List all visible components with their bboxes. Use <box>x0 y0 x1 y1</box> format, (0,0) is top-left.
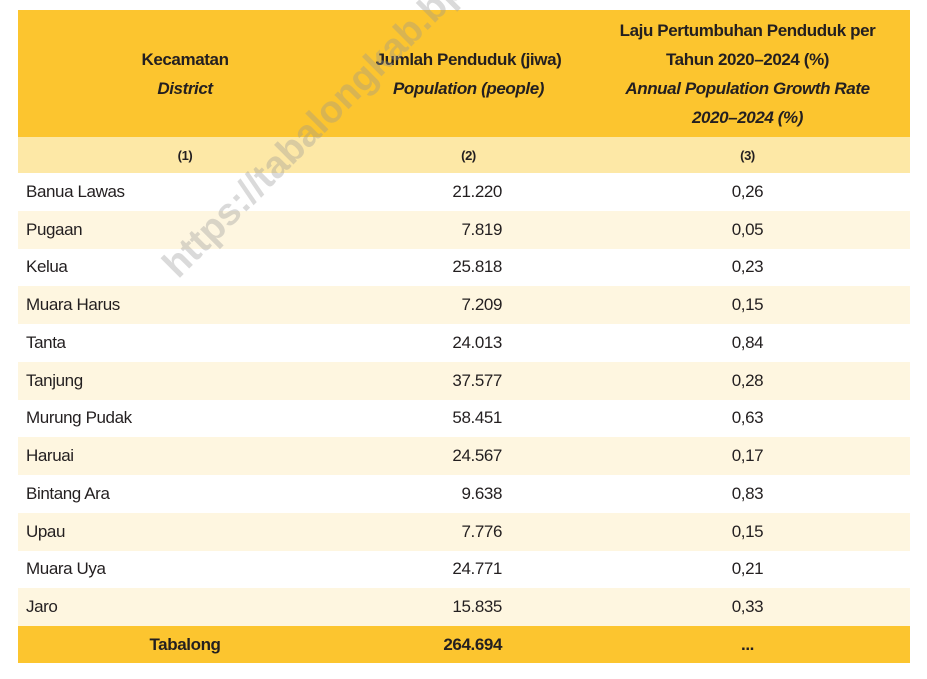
population: 21.220 <box>352 173 585 211</box>
growth-rate: 0,23 <box>585 248 910 287</box>
growth-rate: 0,26 <box>585 173 910 211</box>
header-subtitle: District <box>157 78 213 98</box>
header-title: Kecamatan <box>141 49 229 69</box>
population: 37.577 <box>352 361 585 400</box>
header-subtitle: Population (people) <box>392 78 545 98</box>
growth-rate: 0,83 <box>585 475 910 513</box>
district-name: Pugaan <box>18 210 352 249</box>
district-name: Tanjung <box>18 361 352 400</box>
data-row: Muara Harus 7.209 0,15 <box>18 286 910 324</box>
growth-rate: 0,15 <box>585 512 910 551</box>
population: 7.209 <box>352 286 585 324</box>
column-number: (1) <box>18 137 352 173</box>
data-row: Kelua 25.818 0,23 <box>18 248 910 287</box>
population: 7.819 <box>352 210 585 249</box>
population: 24.771 <box>352 550 585 589</box>
header-title: Laju Pertumbuhan Penduduk per Tahun 2020… <box>619 20 876 69</box>
growth-rate: 0,21 <box>585 550 910 589</box>
district-name: Banua Lawas <box>18 173 352 211</box>
header-cell: Laju Pertumbuhan Penduduk per Tahun 2020… <box>585 10 910 137</box>
column-number: (3) <box>585 137 910 173</box>
population: 15.835 <box>352 588 585 626</box>
growth-rate: 0,84 <box>585 324 910 362</box>
data-row: Haruai 24.567 0,17 <box>18 437 910 475</box>
column-number-row: (1) (2) (3) <box>18 137 910 173</box>
district-name: Tanta <box>18 324 352 362</box>
district-name: Tabalong <box>18 626 352 663</box>
data-row: Murung Pudak 58.451 0,63 <box>18 399 910 438</box>
population: 24.013 <box>352 324 585 362</box>
table-body: (1) (2) (3) Banua Lawas 21.220 0,26 Pugaan 7… <box>18 137 910 663</box>
district-name: Haruai <box>18 437 352 475</box>
data-row: Pugaan 7.819 0,05 <box>18 210 910 249</box>
growth-rate: 0,33 <box>585 588 910 626</box>
district-name: Murung Pudak <box>18 399 352 438</box>
growth-rate: 0,05 <box>585 210 910 249</box>
district-name: Jaro <box>18 588 352 626</box>
population-table: Kecamatan District Jumlah Penduduk (jiwa)… <box>18 10 910 663</box>
growth-rate: 0,17 <box>585 437 910 475</box>
data-row: Tanjung 37.577 0,28 <box>18 361 910 400</box>
population: 264.694 <box>352 626 585 663</box>
header-row: Kecamatan District Jumlah Penduduk (jiwa)… <box>18 10 910 137</box>
population: 7.776 <box>352 512 585 551</box>
population: 25.818 <box>352 248 585 287</box>
header-subtitle: Annual Population Growth Rate 2020–2024 … <box>625 78 870 127</box>
data-row: Jaro 15.835 0,33 <box>18 588 910 626</box>
growth-rate: 0,15 <box>585 286 910 324</box>
data-row: Bintang Ara 9.638 0,83 <box>18 475 910 513</box>
district-name: Muara Harus <box>18 286 352 324</box>
data-row: Banua Lawas 21.220 0,26 <box>18 173 910 211</box>
population: 9.638 <box>352 475 585 513</box>
header-title: Jumlah Penduduk (jiwa) <box>375 49 562 69</box>
population: 58.451 <box>352 399 585 438</box>
data-row: Tanta 24.013 0,84 <box>18 324 910 362</box>
data-row: Upau 7.776 0,15 <box>18 512 910 551</box>
total-row: Tabalong 264.694... <box>18 626 910 663</box>
growth-rate: 0,28 <box>585 361 910 400</box>
column-number: (2) <box>352 137 585 173</box>
district-name: Muara Uya <box>18 550 352 589</box>
growth-rate: ... <box>585 626 910 663</box>
population: 24.567 <box>352 437 585 475</box>
data-row: Muara Uya 24.771 0,21 <box>18 550 910 589</box>
district-name: Bintang Ara <box>18 475 352 513</box>
header-cell: Jumlah Penduduk (jiwa) Population (people… <box>352 10 585 137</box>
district-name: Kelua <box>18 248 352 287</box>
growth-rate: 0,63 <box>585 399 910 438</box>
district-name: Upau <box>18 512 352 551</box>
header-cell: Kecamatan District <box>18 10 352 137</box>
